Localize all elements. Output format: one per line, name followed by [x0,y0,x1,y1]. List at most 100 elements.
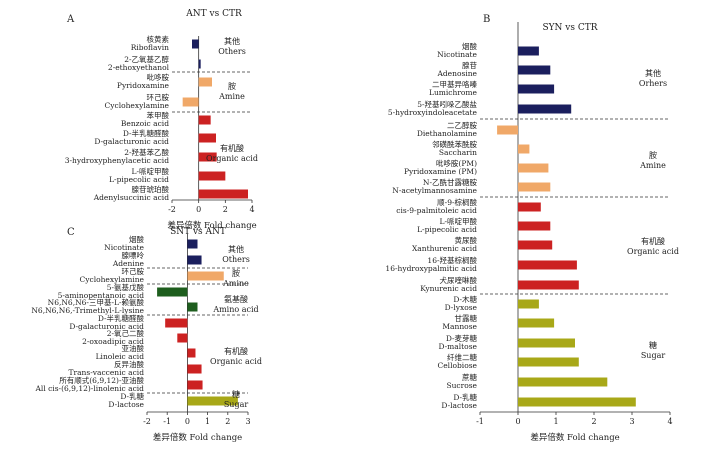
bar-label-en: Adenylsuccinic acid [93,193,169,202]
bar-label-en: 3-hydroxyphenylacetic acid [65,156,169,165]
bar [518,357,579,367]
bar [497,125,518,135]
bar-label-cn: 黄尿酸 [455,235,478,245]
bar [165,318,188,328]
bar [192,39,199,49]
x-tick-label: -2 [168,205,176,214]
group-label-cn: 糖 [232,389,240,399]
bar-label-en: D-maltose [439,342,478,351]
bar-label-cn: D-乳糖 [453,392,477,402]
bar-label-cn: 犬尿喹啉酸 [440,275,478,285]
group-label-en: Sugar [641,351,666,360]
chart-title: SYN vs CTR [542,23,597,33]
x-tick-label: 3 [245,417,250,426]
bar-label-cn: 亚油酸 [122,343,145,353]
bar-label-en: Saccharin [439,148,477,157]
bar-label-cn: 5-氨基戊酸 [107,282,145,292]
group-label-en: Organic acid [627,247,679,256]
bar-label-cn: 二甲基异咯嗪 [432,79,477,89]
x-axis-label: 差异倍数 Fold change [153,432,242,443]
bar-label-en: 2-ethoxyethanol [108,63,170,72]
bar [518,280,579,290]
bar-label-en: All cis-(6,9,12)-linolenic acid [35,384,145,393]
bar-label-cn: D-麦芽糖 [446,333,478,343]
bar [182,97,199,107]
x-tick-label: 0 [196,205,201,214]
bar-label-en: D-lyxose [445,303,478,312]
bar [198,115,211,125]
x-tick-label: 2 [223,205,228,214]
bar [518,46,539,56]
bar-label-en: Diethanolamine [417,129,478,138]
group-label-en: Amine [639,161,666,170]
bar-label-en: L-pipecolic acid [417,225,477,234]
x-tick-label: -1 [163,417,171,426]
bar-label-cn: N6,N6,N6-三甲基-L-赖氨酸 [48,297,145,307]
x-tick-label: 1 [553,417,558,426]
bar-label-cn: 蔗糖 [462,372,477,382]
bar-label-cn: 烟酸 [129,234,144,244]
bar-label-cn: 2-氧己二酸 [107,328,145,338]
panel-label: C [67,227,75,238]
group-label-cn: 氨基酸 [224,294,248,304]
group-label-en: Amine [218,92,245,101]
bar [518,182,551,192]
bar-label-en: Cyclohexylamine [80,275,145,284]
bar-label-en: Nicotinate [104,243,144,252]
bar-label-en: D-lactose [108,400,144,409]
bar-label-cn: 二乙醇胺 [447,120,477,130]
bar-label-cn: D-半乳糖醛酸 [123,128,170,138]
group-label-cn: 有机酸 [224,346,248,356]
bar-label-cn: N-乙酰甘露糖胺 [423,177,478,187]
bar-label-cn: 吡哆胺 [147,72,170,82]
bar [157,287,188,297]
x-tick-label: 3 [629,417,634,426]
x-axis-label: 差异倍数 Fold change [530,432,619,443]
x-tick-label: 2 [591,417,596,426]
bar [518,65,551,75]
bar [187,255,202,265]
group-label-cn: 其他 [645,68,661,78]
bar-label-cn: 5-羟基吲哚乙酸盐 [417,99,477,109]
bar-label-cn: 腺嘌呤 [122,250,145,260]
bar-label-en: Trans-vaccenic acid [68,368,144,377]
bar [198,133,216,143]
panel-label: A [66,14,75,25]
group-label-en: Sugar [224,400,249,409]
bar [518,299,539,309]
group-label-en: Organic acid [210,357,262,366]
bar-label-cn: D-乳糖 [120,391,144,401]
bar-label-cn: 腺苷琥珀酸 [132,184,170,194]
bar-label-cn: 邻磺酰苯酰胺 [432,139,477,149]
bar-label-en: D-lactose [441,401,477,410]
x-tick-label: 1 [205,417,210,426]
bar [198,59,201,69]
group-label-cn: 有机酸 [641,236,665,246]
bar [187,380,203,390]
bar [198,189,248,199]
x-tick-label: 2 [225,417,230,426]
bar [187,239,198,249]
bar [518,144,530,154]
bar [187,364,202,374]
bar-label-cn: 反异油酸 [114,359,144,369]
group-label-cn: 胺 [649,150,657,160]
group-label-en: Amino acid [212,305,258,314]
bar-label-cn: L-哌啶甲酸 [131,166,169,176]
group-label-en: Orhers [639,79,667,88]
bar-label-en: Lumichrome [429,88,478,97]
chart-title: ANT vs CTR [185,9,242,19]
x-tick-label: 4 [667,417,672,426]
bar-label-cn: 纤维二糖 [447,352,477,362]
panel-B: B SYN vs CTR -1 0 1 2 3 4 差异倍数 Fold change 烟酸Nico… [385,14,679,443]
bar [518,221,551,231]
x-axis-label: 差异倍数 Fold change [167,220,256,231]
bar-label-cn: 环己胺 [147,92,170,102]
group-label-cn: 糖 [649,340,657,350]
group-label-en: Amine [222,279,249,288]
bar-label-cn: 2-乙氧基乙醇 [124,54,169,64]
bar-label-en: Linoleic acid [96,352,145,361]
bar-label-en: 16-hydroxypalmitic acid [385,264,477,273]
